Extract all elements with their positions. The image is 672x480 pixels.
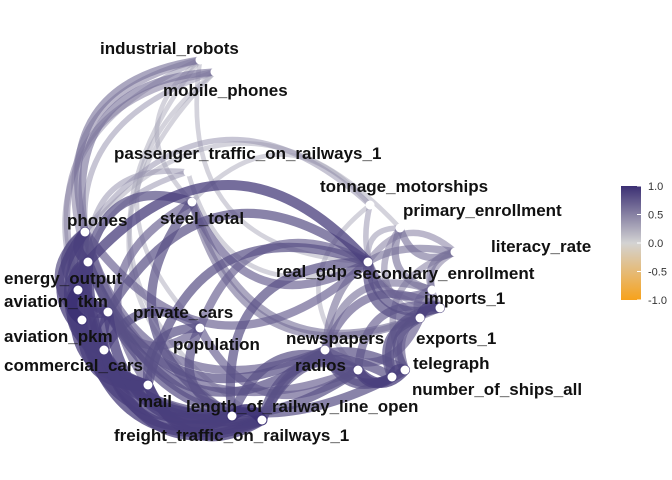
node-label-industrial_robots: industrial_robots: [100, 39, 239, 58]
node-label-aviation_pkm: aviation_pkm: [4, 327, 113, 346]
node-newspapers: [320, 345, 330, 355]
node-real_gdp: [363, 257, 373, 267]
node-label-aviation_tkm: aviation_tkm: [4, 292, 108, 311]
node-population: [195, 323, 205, 333]
node-radios: [353, 365, 363, 375]
edge-passenger_traffic_on_railways_1-real_gdp: [185, 169, 371, 279]
node-label-newspapers: newspapers: [286, 329, 384, 348]
node-label-literacy_rate: literacy_rate: [491, 237, 591, 256]
node-label-freight_traffic_on_railways_1: freight_traffic_on_railways_1: [114, 426, 349, 445]
node-label-population: population: [173, 335, 260, 354]
node-label-radios: radios: [295, 356, 346, 375]
node-primary_enrollment: [395, 223, 405, 233]
legend-ticks: 1.0 0.5 0.0 -0.5 -1.0: [637, 181, 667, 307]
edge-number_of_ships_all-length_of_railway_line_open: [257, 354, 397, 425]
node-label-commercial_cars: commercial_cars: [4, 356, 143, 375]
node-secondary_enrollment: [427, 285, 437, 295]
edge-real_gdp-private_cars: [103, 208, 373, 317]
edge-real_gdp-energy_output: [82, 179, 374, 268]
edge-tonnage_motorships-phones: [82, 136, 373, 235]
legend-colorbar: [621, 186, 641, 300]
edge-exports_1-number_of_ships_all: [382, 313, 425, 382]
edge-population-freight_traffic_on_railways_1: [184, 323, 237, 421]
edge-industrial_robots-real_gdp: [194, 57, 371, 265]
node-label-real_gdp: real_gdp: [276, 262, 347, 281]
color-legend: 1.0 0.5 0.0 -0.5 -1.0: [621, 181, 667, 307]
edge-population-mail: [142, 323, 205, 390]
node-private_cars: [103, 307, 113, 317]
node-label-number_of_ships_all: number_of_ships_all: [412, 380, 582, 399]
node-literacy_rate: [450, 247, 460, 257]
node-label-telegraph: telegraph: [413, 354, 490, 373]
node-layer: [73, 55, 460, 425]
node-label-mail: mail: [138, 392, 172, 411]
node-label-imports_1: imports_1: [424, 289, 505, 308]
node-industrial_robots: [195, 55, 205, 65]
edge-mail-freight_traffic_on_railways_1: [142, 379, 238, 432]
node-label-tonnage_motorships: tonnage_motorships: [320, 177, 488, 196]
node-imports_1: [435, 303, 445, 313]
node-label-layer: industrial_robots mobile_phones passenger_…: [4, 39, 591, 445]
edge-mobile_phones-phones: [78, 68, 219, 236]
node-commercial_cars: [99, 345, 109, 355]
node-length_of_railway_line_open: [257, 415, 267, 425]
legend-tick-label: -1.0: [648, 295, 667, 307]
node-aviation_pkm: [77, 315, 87, 325]
node-label-secondary_enrollment: secondary_enrollment: [353, 264, 535, 283]
edge-steel_total-real_gdp: [187, 197, 373, 290]
edge-literacy_rate-real_gdp: [364, 229, 459, 266]
node-label-passenger_traffic_on_railways_1: passenger_traffic_on_railways_1: [114, 144, 381, 163]
node-label-private_cars: private_cars: [133, 303, 233, 322]
legend-tick-label: 0.0: [648, 238, 663, 250]
node-label-primary_enrollment: primary_enrollment: [403, 201, 562, 220]
node-aviation_tkm: [73, 285, 83, 295]
node-label-mobile_phones: mobile_phones: [163, 81, 288, 100]
node-label-steel_total: steel_total: [160, 209, 244, 228]
node-phones: [80, 227, 90, 237]
node-energy_output: [83, 257, 93, 267]
edge-primary_enrollment-phones: [82, 141, 403, 235]
node-tonnage_motorships: [365, 200, 375, 210]
node-steel_total: [187, 197, 197, 207]
legend-tick-label: -0.5: [648, 267, 667, 279]
node-freight_traffic_on_railways_1: [227, 411, 237, 421]
node-passenger_traffic_on_railways_1: [183, 167, 193, 177]
node-label-phones: phones: [67, 211, 127, 230]
node-exports_1: [415, 313, 425, 323]
node-telegraph: [400, 365, 410, 375]
node-label-exports_1: exports_1: [416, 329, 496, 348]
legend-tick-label: 1.0: [648, 181, 663, 193]
node-number_of_ships_all: [387, 372, 397, 382]
node-mobile_phones: [210, 67, 220, 77]
edge-steel_total-mail: [113, 197, 197, 390]
node-label-energy_output: energy_output: [4, 269, 122, 288]
node-mail: [143, 380, 153, 390]
edge-layer: [54, 56, 459, 442]
legend-tick-label: 0.5: [648, 210, 663, 222]
node-label-length_of_railway_line_open: length_of_railway_line_open: [186, 397, 418, 416]
